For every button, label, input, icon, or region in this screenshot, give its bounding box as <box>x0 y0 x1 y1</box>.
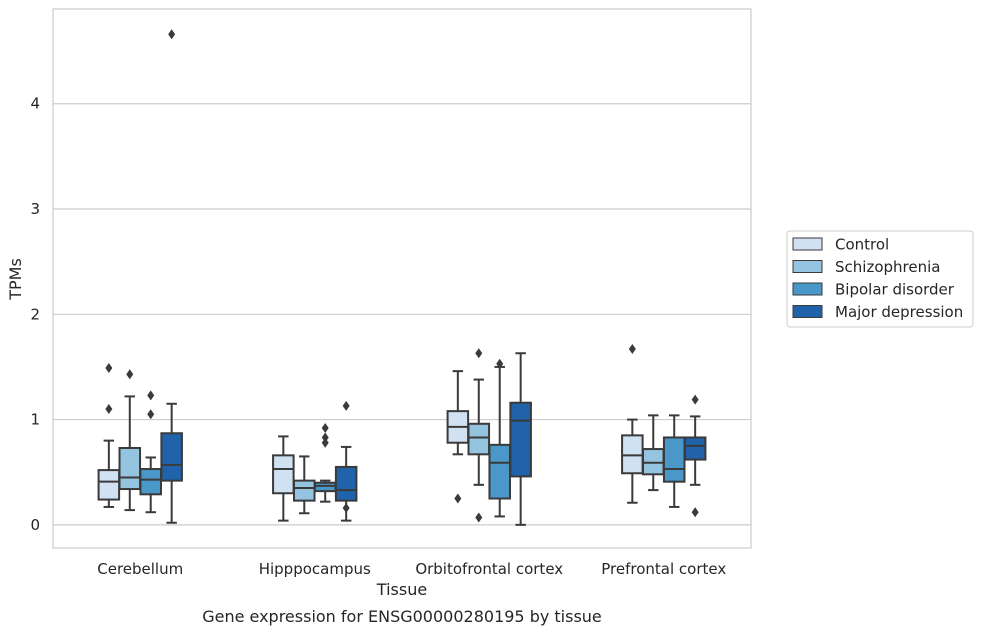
box <box>272 454 295 495</box>
legend-label: Schizophrenia <box>835 258 940 276</box>
box-group <box>509 352 532 526</box>
outlier-point <box>496 358 504 369</box>
box <box>293 479 316 502</box>
box-group <box>293 455 316 515</box>
outlier-point <box>147 409 155 420</box>
box <box>467 422 491 456</box>
box-group <box>118 369 142 512</box>
legend-swatch <box>792 282 823 296</box>
box <box>313 481 337 493</box>
box-group <box>642 414 665 492</box>
outlier-point <box>321 432 329 443</box>
box <box>97 469 121 501</box>
x-tick-label: Prefrontal cortex <box>601 560 726 578</box>
y-tick-label: 3 <box>30 200 40 218</box>
x-tick-label: Hipppocampus <box>259 560 371 578</box>
outlier-point <box>321 422 329 433</box>
box-group <box>313 422 337 503</box>
legend-swatch <box>792 305 823 318</box>
box-group <box>334 400 358 522</box>
box-group <box>683 394 707 518</box>
outlier-point <box>147 390 155 401</box>
outlier-point <box>105 404 113 415</box>
box <box>621 434 644 475</box>
box-group <box>467 348 491 523</box>
chart-caption: Gene expression for ENSG00000280195 by t… <box>202 607 602 626</box>
box-group <box>621 344 644 504</box>
y-tick-label: 4 <box>30 95 40 113</box>
legend-label: Bipolar disorder <box>835 281 955 299</box>
x-tick-label: Orbitofrontal cortex <box>415 560 563 578</box>
box-group <box>446 370 470 504</box>
y-tick-label: 2 <box>30 305 40 323</box>
box <box>118 446 142 491</box>
box <box>662 436 686 483</box>
outlier-point <box>342 502 350 513</box>
axis-ticks: 0 1 2 3 4 Cerebellum Hipppocampus Orbitofrontal… <box>30 95 726 578</box>
outlier-point <box>691 394 699 405</box>
outlier-point <box>321 437 329 448</box>
outlier-point <box>475 348 483 359</box>
x-tick-label: Cerebellum <box>97 560 183 578</box>
outlier-point <box>342 400 350 411</box>
box <box>334 465 358 502</box>
box <box>160 432 183 482</box>
y-tick-label: 0 <box>30 516 40 534</box>
box-group <box>160 29 183 524</box>
box-group <box>97 362 121 508</box>
box <box>139 468 162 496</box>
box-group <box>272 435 295 522</box>
legend-label: Control <box>835 236 889 254</box>
plot-frame <box>52 8 752 549</box>
outlier-point <box>475 512 483 523</box>
outlier-point <box>628 344 636 355</box>
outlier-point <box>168 29 176 40</box>
box-plot-marks <box>97 29 707 526</box>
legend-swatch <box>792 260 823 273</box>
y-axis-title: TPMs <box>6 258 25 301</box>
legend-swatch <box>792 237 823 251</box>
legend: Control Schizophrenia Bipolar disorder Majo… <box>786 230 974 328</box>
box-group <box>488 358 511 518</box>
box-group <box>662 414 686 508</box>
y-tick-label: 1 <box>30 411 40 429</box>
legend-label: Major depression <box>835 303 963 321</box>
box-group <box>139 390 162 514</box>
legend-frame <box>786 230 974 328</box>
outlier-point <box>454 493 462 504</box>
outlier-point <box>105 362 113 373</box>
outlier-point <box>126 369 134 380</box>
box <box>509 401 532 478</box>
box <box>488 443 511 500</box>
box <box>642 448 665 476</box>
x-axis-title: Tissue <box>376 580 427 599</box>
box <box>683 436 707 461</box>
outlier-point <box>691 507 699 518</box>
